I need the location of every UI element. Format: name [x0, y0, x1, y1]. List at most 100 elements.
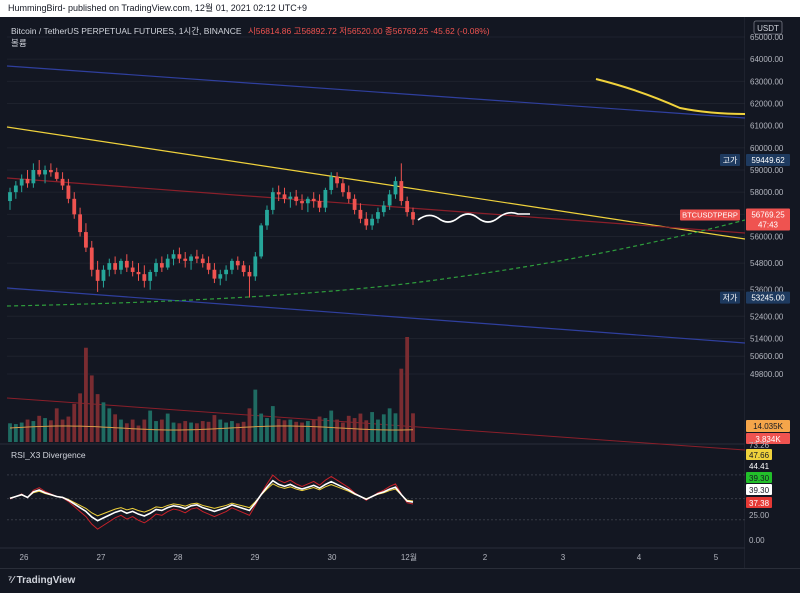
volume-bar — [31, 421, 36, 442]
candle-body — [253, 256, 258, 277]
candle-body — [329, 176, 334, 190]
last-price-countdown: 47:43 — [758, 220, 779, 229]
volume-layer — [8, 337, 415, 442]
rsi-value-badge — [746, 497, 772, 508]
volume-bar — [370, 412, 375, 442]
time-tick-label: 3 — [561, 553, 566, 562]
volume-bar — [259, 413, 264, 442]
candle-body — [107, 263, 112, 270]
last-price-box — [746, 208, 790, 231]
low-value: 56520.00 — [347, 26, 383, 36]
change-value: -45.62 (-0.08%) — [430, 26, 490, 36]
grid-lines — [0, 17, 800, 568]
price-tick-label: 49800.00 — [750, 370, 784, 379]
volume-bar — [195, 423, 199, 442]
volume-bar — [13, 424, 18, 442]
volume-bar — [411, 413, 415, 442]
candle-body — [364, 218, 369, 226]
volume-bar — [241, 421, 246, 442]
candle-body — [294, 196, 299, 202]
candle-body — [43, 170, 47, 175]
candle-body — [411, 212, 415, 220]
lower-blue-channel-line — [6, 287, 746, 344]
volume-bar — [19, 422, 24, 442]
time-tick-label: 29 — [251, 553, 260, 562]
candle-body — [393, 181, 398, 195]
price-tick-label: 61000.00 — [750, 122, 784, 131]
volume-bar — [352, 418, 357, 442]
volume-bar — [341, 422, 345, 442]
price-tick-label: 59000.00 — [750, 166, 784, 175]
volume-bar — [276, 418, 281, 442]
volume-bar — [177, 423, 182, 442]
rsi-indicator-label: RSI_X3 Divergence — [11, 450, 86, 460]
volume-bar — [78, 393, 82, 442]
volume-bar — [265, 418, 269, 442]
chart-background — [0, 17, 800, 568]
volume-bar — [189, 422, 193, 442]
candle-body — [311, 198, 316, 202]
currency-label: USDT — [757, 24, 779, 33]
candle-body — [66, 185, 71, 199]
close-label: 종 — [384, 26, 393, 36]
candle-body — [13, 185, 18, 193]
yellow-trend-line — [6, 126, 746, 240]
candle-body — [72, 198, 77, 215]
high-marker-tag — [720, 154, 740, 167]
time-axis: 26 27 28 29 30 12월 2 3 4 5 — [20, 552, 719, 562]
close-value: 56769.25 — [392, 26, 429, 36]
candle-body — [189, 256, 193, 261]
candle-body — [405, 201, 410, 213]
volume-bar — [119, 419, 123, 442]
volume-bar — [206, 421, 211, 442]
last-price-symbol: BTCUSDTPERP — [682, 210, 738, 219]
candle-body — [78, 214, 82, 233]
candle-body — [341, 183, 345, 193]
candle-body — [54, 172, 59, 179]
candle-body — [346, 192, 351, 199]
candle-body — [113, 263, 118, 270]
high-value: 56892.72 — [301, 26, 337, 36]
time-tick-label: 28 — [174, 553, 183, 562]
low-marker-tag-label: 저가 — [723, 294, 738, 303]
tradingview-logo[interactable]: ⁷⁄ TradingView — [8, 575, 75, 586]
time-tick-label: 2 — [483, 553, 488, 562]
candle-body — [89, 247, 94, 270]
volume-bar — [235, 423, 240, 442]
rsi-value-badge — [746, 449, 772, 460]
candle-body — [317, 201, 322, 208]
volume-bar — [124, 423, 129, 442]
candle-body — [381, 205, 386, 213]
low-marker-value: 53245.00 — [751, 294, 785, 303]
candle-body — [259, 225, 264, 257]
volume-bar — [253, 389, 258, 442]
candle-body — [25, 178, 30, 184]
rsi-white-line — [9, 479, 414, 522]
volume-ma-badge — [746, 420, 790, 432]
volume-bar — [224, 422, 228, 442]
candle-body — [200, 258, 205, 264]
rsi-tick-label: 39.30 — [749, 474, 770, 483]
time-tick-label: 12월 — [401, 552, 417, 562]
price-tick-label: 65000.00 — [750, 33, 784, 42]
volume-current-badge — [746, 433, 790, 444]
price-tick-label: 52400.00 — [750, 312, 784, 321]
price-tick-label: 51400.00 — [750, 334, 784, 343]
candle-body — [300, 201, 304, 204]
price-tick-label: 58000.00 — [750, 188, 784, 197]
candle-body — [37, 170, 42, 175]
volume-bar — [218, 419, 223, 442]
candle-body — [95, 269, 100, 281]
candles-layer — [8, 160, 415, 298]
low-marker-value-box — [746, 291, 790, 304]
rsi-tick-label: 39.30 — [749, 486, 770, 495]
volume-bar — [37, 415, 42, 442]
volume-bar — [154, 421, 158, 442]
high-marker-value: 59449.62 — [751, 156, 785, 165]
price-tick-label: 64000.00 — [750, 55, 784, 64]
candle-body — [270, 192, 275, 210]
candle-body — [159, 263, 164, 268]
volume-bar — [60, 419, 65, 442]
volume-bar — [317, 416, 322, 442]
